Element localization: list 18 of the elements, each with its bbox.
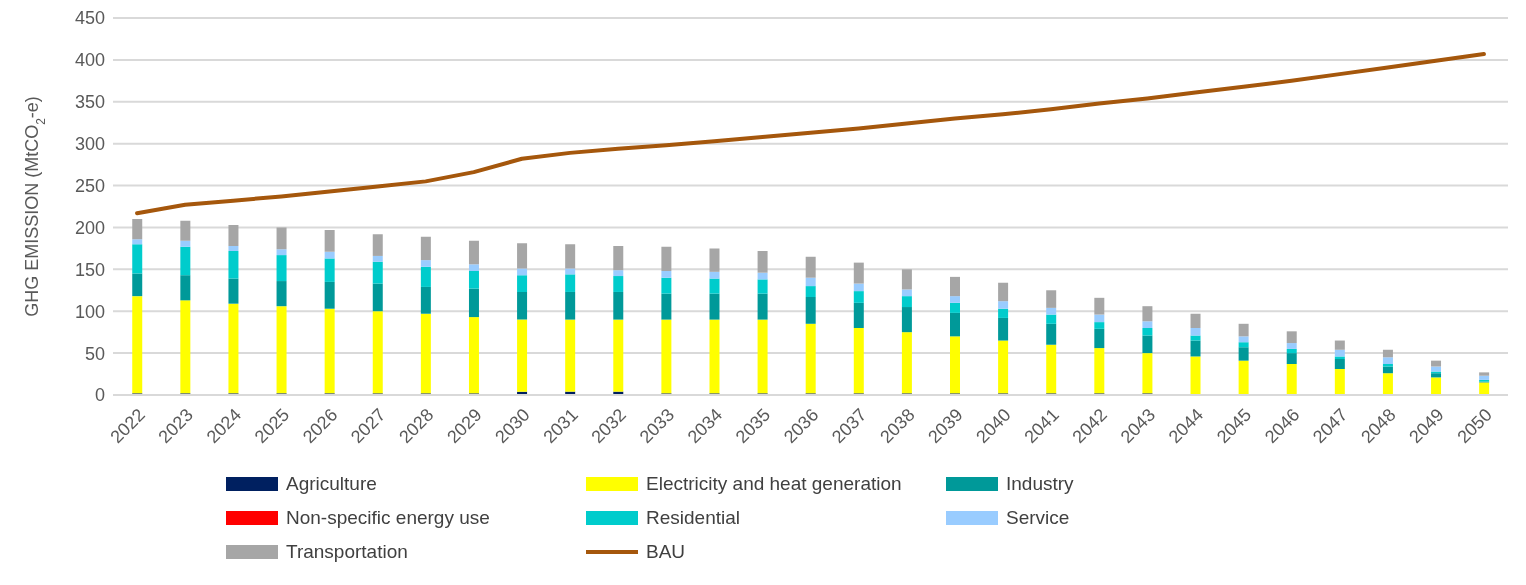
y-tick-label: 0 (94, 385, 105, 406)
legend-label: Residential (646, 507, 740, 529)
y-tick-label: 300 (74, 134, 105, 155)
legend-label: BAU (646, 541, 686, 563)
legend-label: Transportation (286, 541, 408, 563)
y-tick-label: 450 (74, 8, 105, 29)
legend-label: Agriculture (286, 473, 377, 495)
legend-label: Non-specific energy use (286, 507, 490, 529)
y-tick-label: 350 (74, 92, 105, 113)
y-tick-label: 50 (84, 343, 105, 364)
y-tick-label: 250 (74, 175, 105, 196)
y-tick-label: 200 (74, 217, 105, 238)
y-tick-label: 400 (74, 50, 105, 71)
legend-label: Service (1006, 507, 1070, 529)
legend-label: Industry (1006, 473, 1074, 495)
y-tick-label: 100 (74, 301, 105, 322)
legend-label: Electricity and heat generation (646, 473, 902, 495)
y-tick-label: 150 (74, 259, 105, 280)
